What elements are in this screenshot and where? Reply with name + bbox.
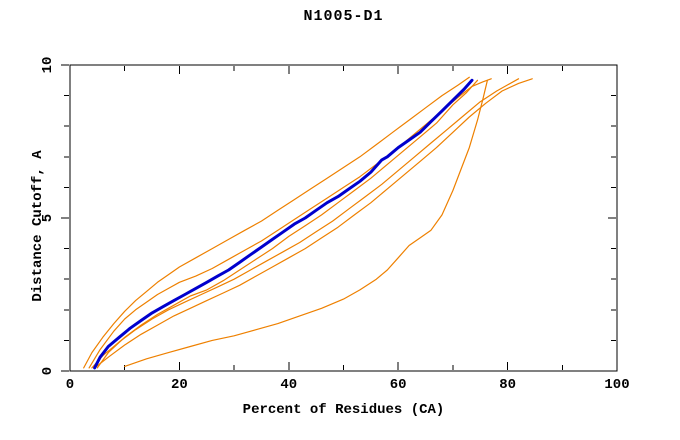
- x-tick-label: 40: [280, 377, 298, 393]
- series-orange-model-2-upper-early: [83, 76, 470, 369]
- y-tick-label: 5: [40, 213, 56, 223]
- series-orange-model-4: [91, 78, 520, 369]
- y-tick-label: 0: [40, 366, 56, 376]
- chart-title: N1005-D1: [303, 8, 384, 25]
- series-orange-model-6-low-then-steep: [124, 79, 488, 367]
- y-tick-label: 10: [40, 56, 56, 74]
- x-tick-label: 80: [499, 377, 516, 393]
- series-orange-model-5: [93, 78, 533, 369]
- x-axis-label: Percent of Residues (CA): [242, 402, 445, 418]
- x-tick-label: 60: [389, 377, 407, 393]
- series-orange-model-1-blue-companion: [96, 79, 479, 369]
- x-tick-label: 20: [170, 377, 188, 393]
- x-tick-label: 100: [604, 377, 630, 393]
- series-blue-reference-thick: [93, 78, 474, 370]
- x-tick-label: 0: [65, 377, 75, 393]
- plot-frame: [69, 64, 618, 372]
